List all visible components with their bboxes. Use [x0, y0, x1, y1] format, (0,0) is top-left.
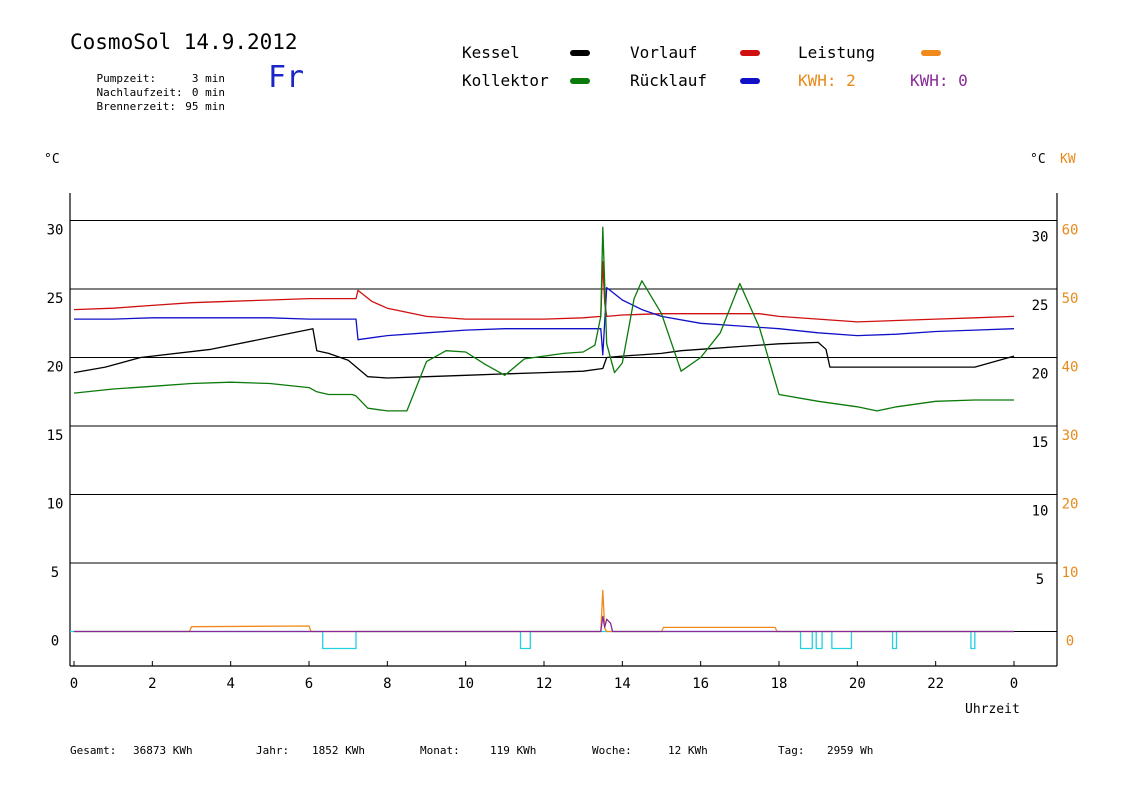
tick-labels: 0 2 4 6 8 10 12 14 16 18 20 22 0 0 5 10 15 20 25 30 5 10 15 20 2…	[47, 223, 1079, 693]
series-vorlauf	[73, 260, 1015, 323]
x-tick-label: 16	[692, 676, 709, 692]
stat-value: 95 min	[185, 100, 225, 113]
y-tick-label-left: 5	[51, 565, 59, 581]
axes	[69, 193, 1058, 667]
y-tick-label-right: 20	[1032, 367, 1049, 383]
stat-value: 0 min	[191, 86, 225, 99]
legend-kwh-leistung: KWH: 2	[798, 71, 856, 90]
x-tick-label: 14	[614, 676, 631, 692]
x-tick-label: 4	[226, 676, 234, 692]
series-kessel	[73, 328, 1015, 379]
stat-label: Pumpzeit:	[96, 72, 157, 85]
series-kollektor	[73, 226, 1014, 412]
y-tick-label-left: 20	[47, 360, 64, 376]
y-tick-label-right: 5	[1036, 572, 1044, 588]
x-tick-label: 6	[305, 676, 313, 692]
y-tick-label-right: 25	[1032, 298, 1049, 314]
y-tick-label-left: 30	[47, 223, 64, 239]
pump-line	[70, 630, 1014, 650]
left-axis-unit: °C	[44, 152, 60, 167]
x-axis-label: Uhrzeit	[965, 702, 1020, 717]
legend-kessel: Kessel	[462, 43, 520, 62]
footer-gesamt-value: 36873 KWh	[133, 744, 193, 757]
right-axis-unit: °C	[1030, 152, 1046, 167]
y-tick-label-kw: 20	[1062, 497, 1079, 513]
footer-monat-value: 119 KWh	[490, 744, 537, 757]
stat-label: Brennerzeit:	[96, 100, 176, 113]
y-tick-label-left: 15	[47, 428, 64, 444]
stat-value: 3 min	[191, 72, 225, 85]
grid	[70, 220, 1057, 564]
legend-vorlauf: Vorlauf	[630, 43, 698, 62]
y-tick-label-right: 30	[1032, 230, 1049, 246]
y-tick-label-kw: 30	[1062, 428, 1079, 444]
series-r-cklauf	[74, 286, 1015, 356]
legend-swatch-ruecklauf	[740, 78, 760, 84]
stat-nachlaufzeit: Nachlaufzeit: 0 min	[70, 73, 230, 112]
y-tick-label-kw: 10	[1062, 565, 1079, 581]
legend-swatch-leistung	[921, 50, 941, 56]
x-tick-label: 12	[536, 676, 553, 692]
y-tick-label-kw: 0	[1066, 634, 1074, 650]
series-leistung	[74, 589, 1014, 633]
weekday-label: Fr	[268, 60, 305, 95]
footer-gesamt-label: Gesamt:	[70, 744, 117, 757]
x-tick-label: 18	[771, 676, 788, 692]
x-tick-label: 0	[1010, 676, 1018, 692]
legend-swatch-kessel	[570, 50, 590, 56]
legend-swatch-kollektor	[570, 78, 590, 84]
y-tick-label-left: 0	[51, 634, 59, 650]
legend-swatch-vorlauf	[740, 50, 760, 56]
footer-jahr-value: 1852 KWh	[312, 744, 365, 757]
series-lines	[70, 226, 1015, 650]
footer-woche-value: 12 KWh	[668, 744, 708, 757]
x-tick-label: 8	[383, 676, 391, 692]
x-tick-label: 2	[148, 676, 156, 692]
x-tick-label: 0	[70, 676, 78, 692]
chart-title: CosmoSol 14.9.2012	[70, 30, 298, 54]
y-tick-label-right: 10	[1032, 504, 1049, 520]
y-tick-label-kw: 50	[1062, 291, 1079, 307]
footer-tag-label: Tag:	[778, 744, 805, 757]
y-tick-label-right: 15	[1032, 435, 1049, 451]
footer-monat-label: Monat:	[420, 744, 460, 757]
x-tick-label: 20	[849, 676, 866, 692]
y-tick-label-kw: 40	[1062, 360, 1079, 376]
legend-leistung: Leistung	[798, 43, 876, 62]
stat-brennerzeit: Brennerzeit: 95 min	[70, 87, 230, 126]
footer-woche-label: Woche:	[592, 744, 632, 757]
legend-kwh-2: KWH: 0	[910, 71, 968, 90]
y-tick-label-kw: 60	[1062, 223, 1079, 239]
series-kwh-0	[74, 615, 1014, 633]
legend-ruecklauf: Rücklauf	[630, 71, 708, 90]
legend-kollektor: Kollektor	[462, 71, 549, 90]
y-tick-label-left: 10	[47, 497, 64, 513]
y-tick-label-left: 25	[47, 291, 64, 307]
kw-axis-unit: KW	[1060, 152, 1076, 167]
stat-label: Nachlaufzeit:	[96, 86, 183, 99]
x-tick-label: 22	[927, 676, 944, 692]
stat-pumpzeit: Pumpzeit: 3 min	[70, 59, 230, 98]
footer-tag-value: 2959 Wh	[827, 744, 874, 757]
footer-jahr-label: Jahr:	[256, 744, 290, 757]
x-tick-label: 10	[457, 676, 474, 692]
